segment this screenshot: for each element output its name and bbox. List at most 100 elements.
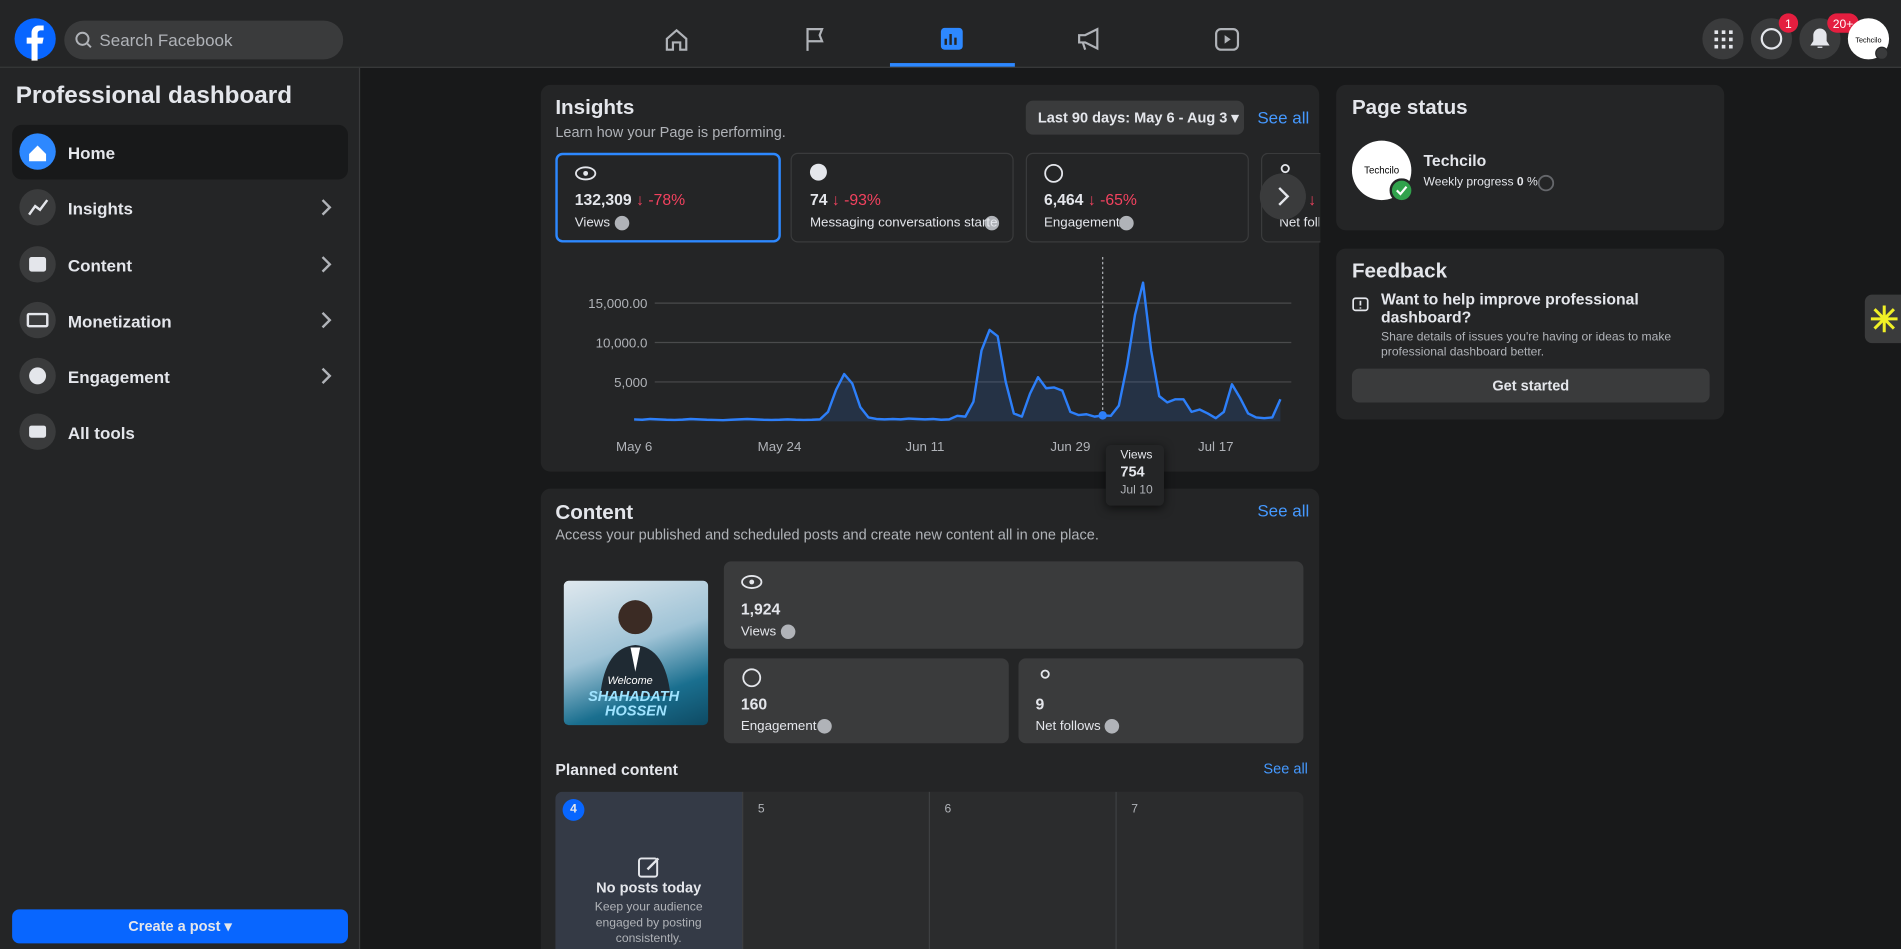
feedback-icon (1352, 297, 1369, 312)
tooltip-date: Jul 10 (1120, 483, 1153, 498)
x-tick-label: Jun 11 (905, 439, 944, 454)
stat-label: Views (740, 624, 777, 639)
search-box[interactable] (64, 20, 344, 60)
next-chevron (1278, 187, 1290, 206)
insights-subtitle: Learn how your Page is performing. (555, 123, 786, 141)
stat-value: 9 (1035, 694, 1045, 713)
day-number: 4 (562, 799, 585, 821)
engagement-stat (723, 658, 1009, 744)
content-glyph (29, 257, 47, 272)
side-widget[interactable] (1864, 294, 1901, 344)
y-tick-label: 10,000.0 (596, 335, 648, 350)
info-icons (614, 215, 1134, 231)
selected-item-bg (12, 124, 348, 180)
metric-card[interactable] (1025, 152, 1249, 243)
nav-item[interactable]: Insights (67, 198, 133, 219)
follows-metric-icon (1280, 163, 1290, 174)
sidebar-title: Professional dashboard (15, 82, 293, 110)
messenger-glyph (1760, 28, 1783, 50)
metric-card[interactable] (790, 152, 1014, 243)
post-text: HOSSEN (605, 702, 667, 720)
metric-label: Messaging conversations starte (809, 215, 998, 231)
tools-glyph (29, 425, 47, 438)
compose-icon (638, 857, 660, 878)
empty-title: No posts today (596, 879, 702, 897)
day-number: 7 (1131, 802, 1139, 817)
metric-label: Net follo (1279, 215, 1319, 231)
feedback-title: Feedback (1351, 259, 1448, 283)
dashboard-nav-glyph (944, 33, 957, 45)
metric-label: Views (574, 215, 611, 231)
insights-title: Insights (555, 95, 635, 119)
nav-item[interactable]: All tools (67, 423, 135, 443)
messenger-badge-bg (1778, 13, 1799, 33)
post-text: SHAHADATH (588, 687, 680, 705)
notifications-badge: 20+ (1833, 17, 1854, 31)
eye-pupil (583, 170, 589, 176)
insights-glyph (28, 199, 49, 216)
notifications-badge-bg (1827, 13, 1859, 33)
eye-icon (575, 166, 597, 181)
see-all-link[interactable]: See all (1257, 107, 1310, 128)
profile-avatar-text: Techcilo (1855, 35, 1881, 44)
y-tick-label: 5,000 (614, 375, 647, 390)
search-placeholder: Search Facebook (99, 30, 233, 50)
messenger-badge: 1 (1785, 17, 1792, 31)
page-status-title: Page status (1351, 95, 1468, 119)
progress-ring (1537, 174, 1555, 192)
date-range-label: Last 90 days: May 6 - Aug 3 (1037, 109, 1228, 127)
nav-item[interactable]: Monetization (67, 311, 172, 332)
progress-label: Weekly progress (1423, 175, 1514, 190)
metric-value: 6,464 (1043, 190, 1084, 209)
next-metrics-button[interactable] (1261, 173, 1306, 220)
create-post-button[interactable]: Create a post ▾ (12, 909, 348, 944)
stat-icons (741, 575, 1120, 734)
engagement-glyph (29, 367, 47, 385)
verified-check (1389, 178, 1414, 203)
x-tick-label: Jun 29 (1050, 439, 1090, 454)
date-range-dropdown[interactable]: Last 90 days: May 6 - Aug 3 ▾ (1025, 100, 1245, 135)
engagement-metric-icon (1044, 163, 1064, 183)
reels-nav-icon[interactable] (1215, 28, 1240, 51)
sidebar (0, 67, 361, 949)
planned-title: Planned content (555, 760, 678, 779)
views-chart: 5,000 10,000.0 15,000.00 May 6 May 24 Jun 11 J… (588, 257, 1292, 454)
metric-value: 132,309 (574, 190, 632, 209)
next-button-overlay (1261, 173, 1306, 220)
post-thumbnail[interactable]: Welcome SHAHADATH HOSSEN (563, 580, 709, 726)
pages-nav-icon[interactable] (806, 28, 824, 51)
tooltip-label: Views (1120, 448, 1153, 462)
hover-dot (1098, 411, 1107, 420)
search-icon (75, 31, 90, 46)
x-tick-label: May 24 (758, 439, 802, 454)
stat-label: Engagement (740, 719, 817, 734)
nav-item[interactable]: Content (67, 255, 133, 276)
see-all-link[interactable]: See all (1263, 760, 1308, 778)
stat-label: Net follows (1035, 719, 1101, 734)
ads-nav-icon[interactable] (1078, 27, 1099, 51)
metric-card[interactable] (555, 152, 781, 243)
stat-value: 160 (740, 694, 768, 713)
home-nav-icon[interactable] (665, 28, 688, 51)
views-line (634, 281, 1282, 422)
see-all-link[interactable]: See all (1257, 500, 1310, 521)
nav-item[interactable]: Home (67, 143, 116, 163)
metric-label: Engagement (1043, 215, 1120, 231)
progress-unit: % (1527, 175, 1538, 190)
stat-value: 1,924 (740, 600, 781, 619)
feedback-heading: Want to help improve professional dashbo… (1381, 289, 1639, 327)
get-started-button[interactable]: Get started (1351, 368, 1710, 403)
day-number: 6 (944, 802, 952, 817)
monetization-glyph (26, 312, 49, 328)
menu-grid (1714, 30, 1733, 49)
nav-item[interactable]: Engagement (67, 367, 170, 387)
empty-text: Keep your audience engaged by posting co… (594, 900, 703, 946)
page-name[interactable]: Techcilo (1423, 151, 1487, 170)
metric-change: ↓ (1308, 190, 1317, 209)
profile-caret (1875, 46, 1889, 61)
search-icon-handle (86, 42, 92, 48)
today-column[interactable] (555, 791, 743, 949)
tooltip-value: 754 (1120, 463, 1145, 481)
